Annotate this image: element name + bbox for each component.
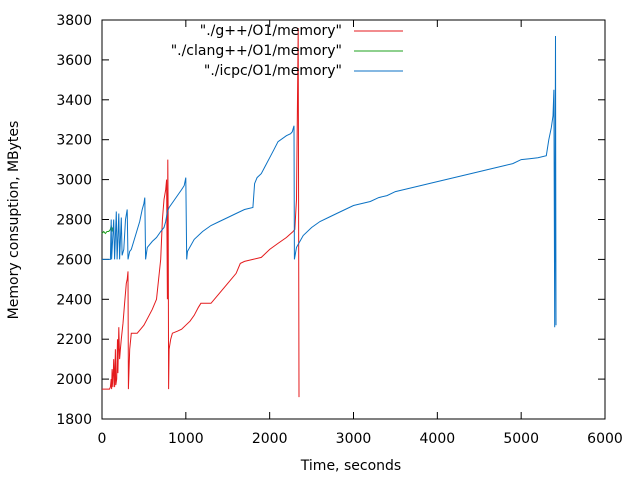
x-tick-label: 4000 — [420, 431, 456, 447]
x-tick-label: 2000 — [252, 431, 288, 447]
y-tick-label: 2200 — [56, 332, 92, 348]
legend: "./g++/O1/memory" "./clang++/O1/memory" ".… — [171, 23, 403, 79]
y-axis-title: Memory consuption, MBytes — [6, 121, 22, 320]
series-line-0 — [102, 27, 300, 398]
x-tick-label: 5000 — [503, 431, 539, 447]
y-tick-label: 2400 — [56, 292, 92, 308]
y-tick-label: 1800 — [56, 412, 92, 428]
y-tick-label: 3200 — [56, 133, 92, 149]
x-tick-label: 6000 — [587, 431, 623, 447]
legend-label-2: "./icpc/O1/memory" — [204, 63, 342, 79]
y-tick-label: 3600 — [56, 53, 92, 69]
x-axis-title: Time, seconds — [300, 458, 401, 474]
y-tick-label: 2600 — [56, 252, 92, 268]
y-tick-label: 2800 — [56, 213, 92, 229]
x-tick-label: 3000 — [336, 431, 372, 447]
x-tick-label: 1000 — [168, 431, 204, 447]
y-tick-label: 3000 — [56, 173, 92, 189]
y-tick-label: 3800 — [56, 13, 92, 29]
series-line-2 — [102, 35, 557, 328]
axes: 0 1000 2000 3000 4000 5000 6000 1800 2000 2200 240… — [56, 13, 622, 447]
y-tick-label: 2000 — [56, 372, 92, 388]
y-tick-label: 3400 — [56, 93, 92, 109]
plot-frame — [101, 19, 606, 420]
legend-label-1: "./clang++/O1/memory" — [171, 43, 342, 59]
series-lines — [101, 27, 557, 398]
legend-label-0: "./g++/O1/memory" — [200, 23, 342, 39]
x-tick-label: 0 — [98, 431, 107, 447]
